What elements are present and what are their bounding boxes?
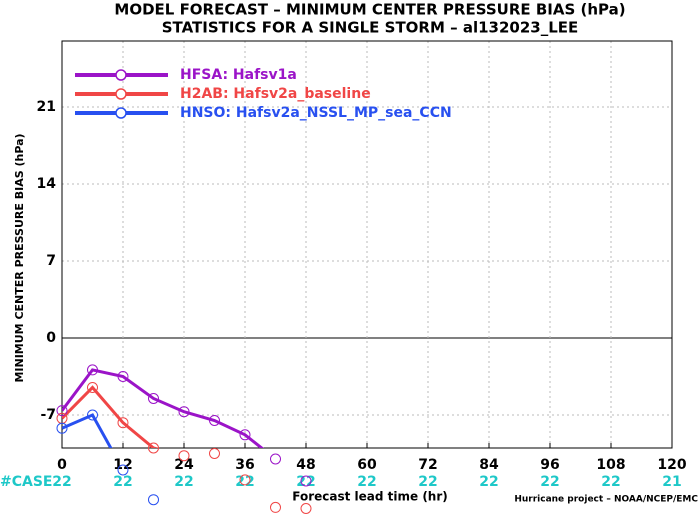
marker — [117, 464, 129, 476]
marker — [239, 474, 251, 486]
marker — [148, 494, 159, 506]
series-line — [62, 385, 160, 448]
chart-title: MODEL FORECAST – MINIMUM CENTER PRESSURE… — [114, 1, 625, 19]
case-count: 22 — [479, 474, 498, 490]
y-axis-label: MINIMUM CENTER PRESSURE BIAS (hPa) — [13, 133, 26, 382]
marker — [56, 405, 68, 417]
marker — [239, 429, 251, 441]
y-tick-label: 0 — [46, 330, 56, 346]
legend-label: H2AB: Hafsv2a_baseline — [180, 86, 371, 102]
case-count: 22 — [357, 474, 376, 490]
marker — [209, 415, 220, 426]
y-tick-label: 21 — [37, 99, 56, 115]
marker — [117, 417, 129, 429]
legend-marker — [115, 107, 127, 119]
marker — [209, 448, 220, 459]
case-count: 22 — [540, 474, 559, 490]
x-tick-label: 72 — [418, 457, 437, 473]
footnote: Hurricane project – NOAA/NCEP/EMC — [514, 495, 698, 505]
cases-label: #CASE — [0, 474, 53, 490]
legend-marker — [115, 88, 127, 100]
y-tick-label: 7 — [46, 253, 56, 269]
legend-label: HFSA: Hafsv1a — [180, 67, 297, 83]
marker — [56, 422, 68, 434]
marker — [178, 406, 190, 418]
case-count: 22 — [296, 474, 315, 490]
legend-label: HNSO: Hafsv2a_NSSL_MP_sea_CCN — [180, 105, 452, 121]
y-tick-label: -7 — [40, 407, 56, 423]
marker — [270, 453, 281, 465]
case-count: 22 — [418, 474, 437, 490]
marker — [87, 364, 98, 376]
case-count: 22 — [113, 474, 132, 490]
case-count: 21 — [662, 474, 681, 490]
plot-frame — [61, 40, 673, 449]
marker — [270, 501, 281, 513]
marker — [87, 382, 98, 393]
marker — [117, 371, 129, 382]
x-tick-label: 48 — [296, 457, 315, 473]
x-tick-label: 84 — [479, 457, 499, 473]
chart-subtitle: STATISTICS FOR A SINGLE STORM – al132023… — [162, 19, 579, 37]
x-tick-label: 108 — [596, 457, 625, 473]
case-count: 22 — [52, 474, 71, 490]
x-tick-label: 0 — [57, 457, 67, 473]
case-count: 22 — [235, 474, 254, 490]
marker — [300, 475, 312, 487]
series-line — [62, 368, 265, 448]
case-count: 22 — [601, 474, 620, 490]
marker — [148, 442, 159, 454]
x-tick-label: 24 — [174, 457, 194, 473]
y-tick-label: 14 — [37, 176, 57, 192]
marker — [178, 450, 190, 462]
case-count: 22 — [174, 474, 193, 490]
marker — [300, 503, 312, 514]
x-axis-label: Forecast lead time (hr) — [292, 490, 448, 504]
plot-lines — [62, 368, 265, 448]
series-line — [62, 413, 113, 448]
x-tick-label: 60 — [357, 457, 377, 473]
marker — [148, 393, 159, 404]
x-tick-label: 120 — [657, 457, 686, 473]
marker — [87, 409, 98, 421]
legend-marker — [115, 69, 127, 81]
x-tick-label: 36 — [235, 457, 254, 473]
x-tick-label: 96 — [540, 457, 559, 473]
